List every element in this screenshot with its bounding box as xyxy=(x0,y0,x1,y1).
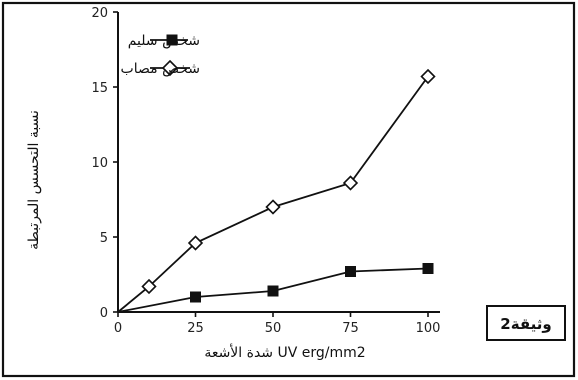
legend-label-affected: شخص مصاب xyxy=(121,61,200,77)
x-axis-label: شدة الأشعة UV erg/mm2 xyxy=(204,343,365,361)
data-point-affected xyxy=(342,175,359,191)
legend-label-healthy: شخص سليم xyxy=(128,33,200,49)
x-tick-label: 0 xyxy=(114,321,122,336)
legend-item-affected: شخص مصاب xyxy=(121,59,200,77)
data-point-healthy xyxy=(345,266,356,277)
plot-area xyxy=(117,68,436,313)
legend: شخص سليم شخص مصاب xyxy=(121,33,200,77)
document-tag: وثيقة2 xyxy=(500,315,551,333)
legend-marker-healthy xyxy=(166,34,178,46)
data-point-affected xyxy=(187,235,204,251)
y-tick-label: 15 xyxy=(91,81,108,96)
y-ticks: 0 5 10 15 20 xyxy=(91,6,118,321)
data-point-healthy xyxy=(267,285,279,297)
data-point-affected xyxy=(265,199,281,215)
document-tag-box xyxy=(486,305,566,341)
x-tick-label: 75 xyxy=(342,321,359,336)
y-tick-label: 20 xyxy=(91,6,108,21)
legend-item-healthy: شخص سليم xyxy=(128,33,200,49)
x-tick-label: 100 xyxy=(416,321,441,336)
x-tick-label: 50 xyxy=(265,321,282,336)
y-tick-label: 10 xyxy=(91,156,108,171)
data-point-affected xyxy=(420,68,436,85)
data-point-healthy xyxy=(190,291,201,303)
x-tick-label: 25 xyxy=(187,321,204,336)
y-axis-label: نسبة التحسس المرتبطة xyxy=(26,110,42,250)
data-point-affected xyxy=(141,278,157,295)
y-tick-label: 5 xyxy=(100,231,108,246)
series-line-affected xyxy=(117,75,429,313)
y-tick-label: 0 xyxy=(100,306,108,321)
legend-marker-affected xyxy=(161,59,179,77)
x-ticks: 0 25 50 75 100 xyxy=(114,312,441,336)
data-point-healthy xyxy=(422,263,434,274)
